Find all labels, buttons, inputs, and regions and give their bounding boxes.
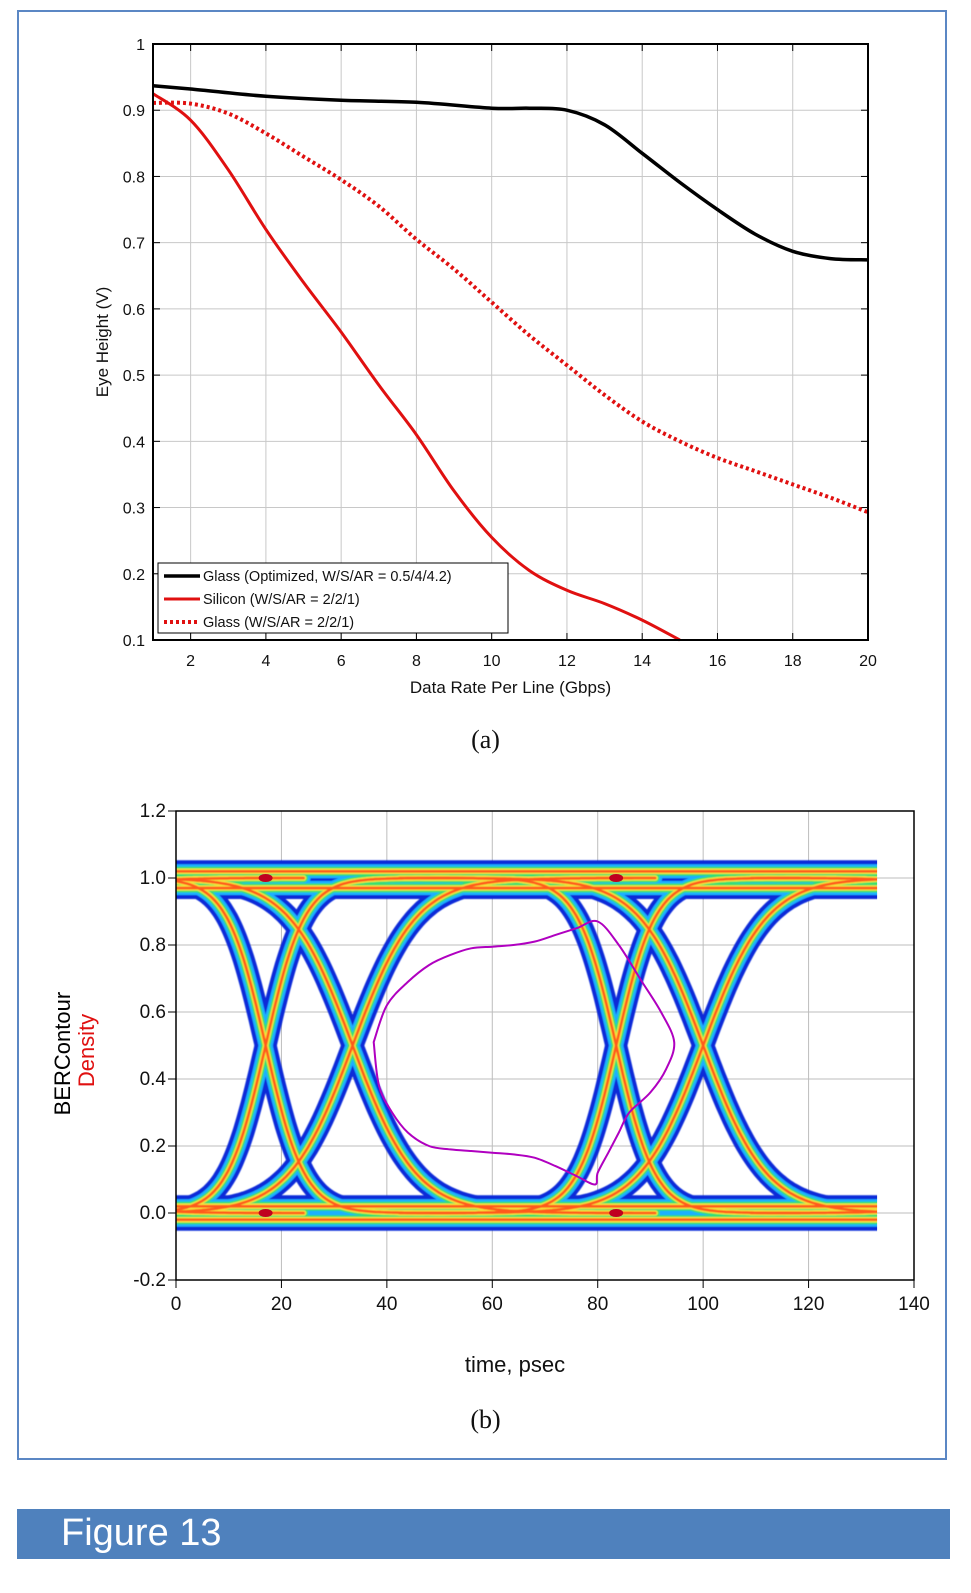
eye-trace	[749, 876, 878, 881]
eye-trace	[398, 876, 878, 1213]
density-hotspot	[609, 1209, 624, 1217]
legend	[157, 562, 509, 634]
eye-trace	[176, 1210, 305, 1215]
figure-label: Figure 13	[61, 1512, 222, 1554]
y-tick-label: 0.4	[140, 1069, 167, 1090]
caption-a: (a)	[471, 725, 500, 754]
y-axis-label-part: Density	[74, 1014, 99, 1087]
y-tick-label: 0.8	[140, 935, 166, 956]
x-tick-label: 0	[171, 1294, 182, 1315]
x-tick-label: 20	[271, 1294, 292, 1315]
y-tick-label: 0.6	[123, 302, 145, 319]
x-tick-label: 6	[337, 653, 346, 670]
density-hotspot	[609, 874, 624, 882]
eye-trace	[176, 876, 451, 1212]
series-line-1	[152, 83, 869, 262]
eye-trace	[176, 876, 305, 881]
y-tick-label: 1.0	[140, 868, 166, 889]
x-tick-label: 18	[784, 653, 802, 670]
series-line-3	[152, 100, 869, 515]
density-hotspot	[258, 874, 273, 882]
x-tick-label: 10	[483, 653, 501, 670]
x-tick-label: 8	[412, 653, 421, 670]
legend-label-2: Silicon (W/S/AR = 2/2/1)	[203, 592, 360, 608]
y-tick-label: 0.1	[123, 633, 145, 650]
y-tick-label: 0.2	[123, 567, 145, 584]
y-tick-label: 0.9	[123, 103, 145, 120]
x-tick-label: 20	[859, 653, 877, 670]
ber-contour	[372, 919, 676, 1186]
y-tick-label: 1.2	[140, 801, 166, 822]
density-hotspot	[258, 1209, 273, 1217]
y-tick-label: 0.0	[140, 1203, 166, 1224]
y-tick-label: 0.6	[140, 1002, 166, 1023]
x-tick-label: 14	[633, 653, 651, 670]
x-tick-label: 80	[587, 1294, 608, 1315]
y-tick-label: 0.2	[140, 1136, 166, 1157]
y-tick-label: 0.4	[123, 434, 145, 451]
legend-label-1: Glass (Optimized, W/S/AR = 0.5/4/4.2)	[203, 569, 452, 585]
chart-a: 2 4 6 8 10 12 14 16 18 20 0.1 0.2 0.3 0.4 0.5 0.6 0.7 0.8…	[93, 37, 877, 697]
chart-b: 0 20 40 60 80 100 120 140 -0.2 0.0 0.2 0.4 0.6 0.8 1.0…	[50, 801, 930, 1377]
y-tick-label: 0.5	[123, 368, 145, 385]
x-tick-label: 140	[898, 1294, 930, 1315]
x-axis-label: time, psec	[465, 1352, 565, 1377]
caption-b: (b)	[470, 1405, 501, 1434]
eye-trace	[176, 877, 657, 1215]
x-tick-label: 4	[261, 653, 270, 670]
y-tick-label: 1	[136, 37, 145, 54]
x-tick-label: 100	[687, 1294, 719, 1315]
x-tick-label: 2	[186, 653, 195, 670]
y-tick-label: 0.3	[123, 501, 145, 518]
x-tick-label: 40	[376, 1294, 397, 1315]
series-line-2	[152, 92, 681, 642]
y-axis-label-part: BERContour	[50, 992, 75, 1116]
legend-label-3: Glass (W/S/AR = 2/2/1)	[203, 615, 354, 631]
y-axis-label: Eye Height (V)	[93, 287, 112, 398]
x-tick-label: 12	[558, 653, 576, 670]
eye-trace	[176, 879, 451, 1215]
y-tick-label: -0.2	[133, 1270, 166, 1291]
figure-label-bar: Figure 13	[17, 1509, 950, 1559]
y-tick-label: 0.7	[123, 236, 145, 253]
x-axis-label: Data Rate Per Line (Gbps)	[410, 678, 611, 697]
eye-trace	[749, 1210, 878, 1215]
y-tick-label: 0.8	[123, 169, 145, 186]
x-tick-label: 16	[709, 653, 727, 670]
y-axis-label: BERContour Density	[50, 986, 99, 1116]
x-tick-label: 120	[793, 1294, 825, 1315]
x-tick-label: 60	[482, 1294, 503, 1315]
